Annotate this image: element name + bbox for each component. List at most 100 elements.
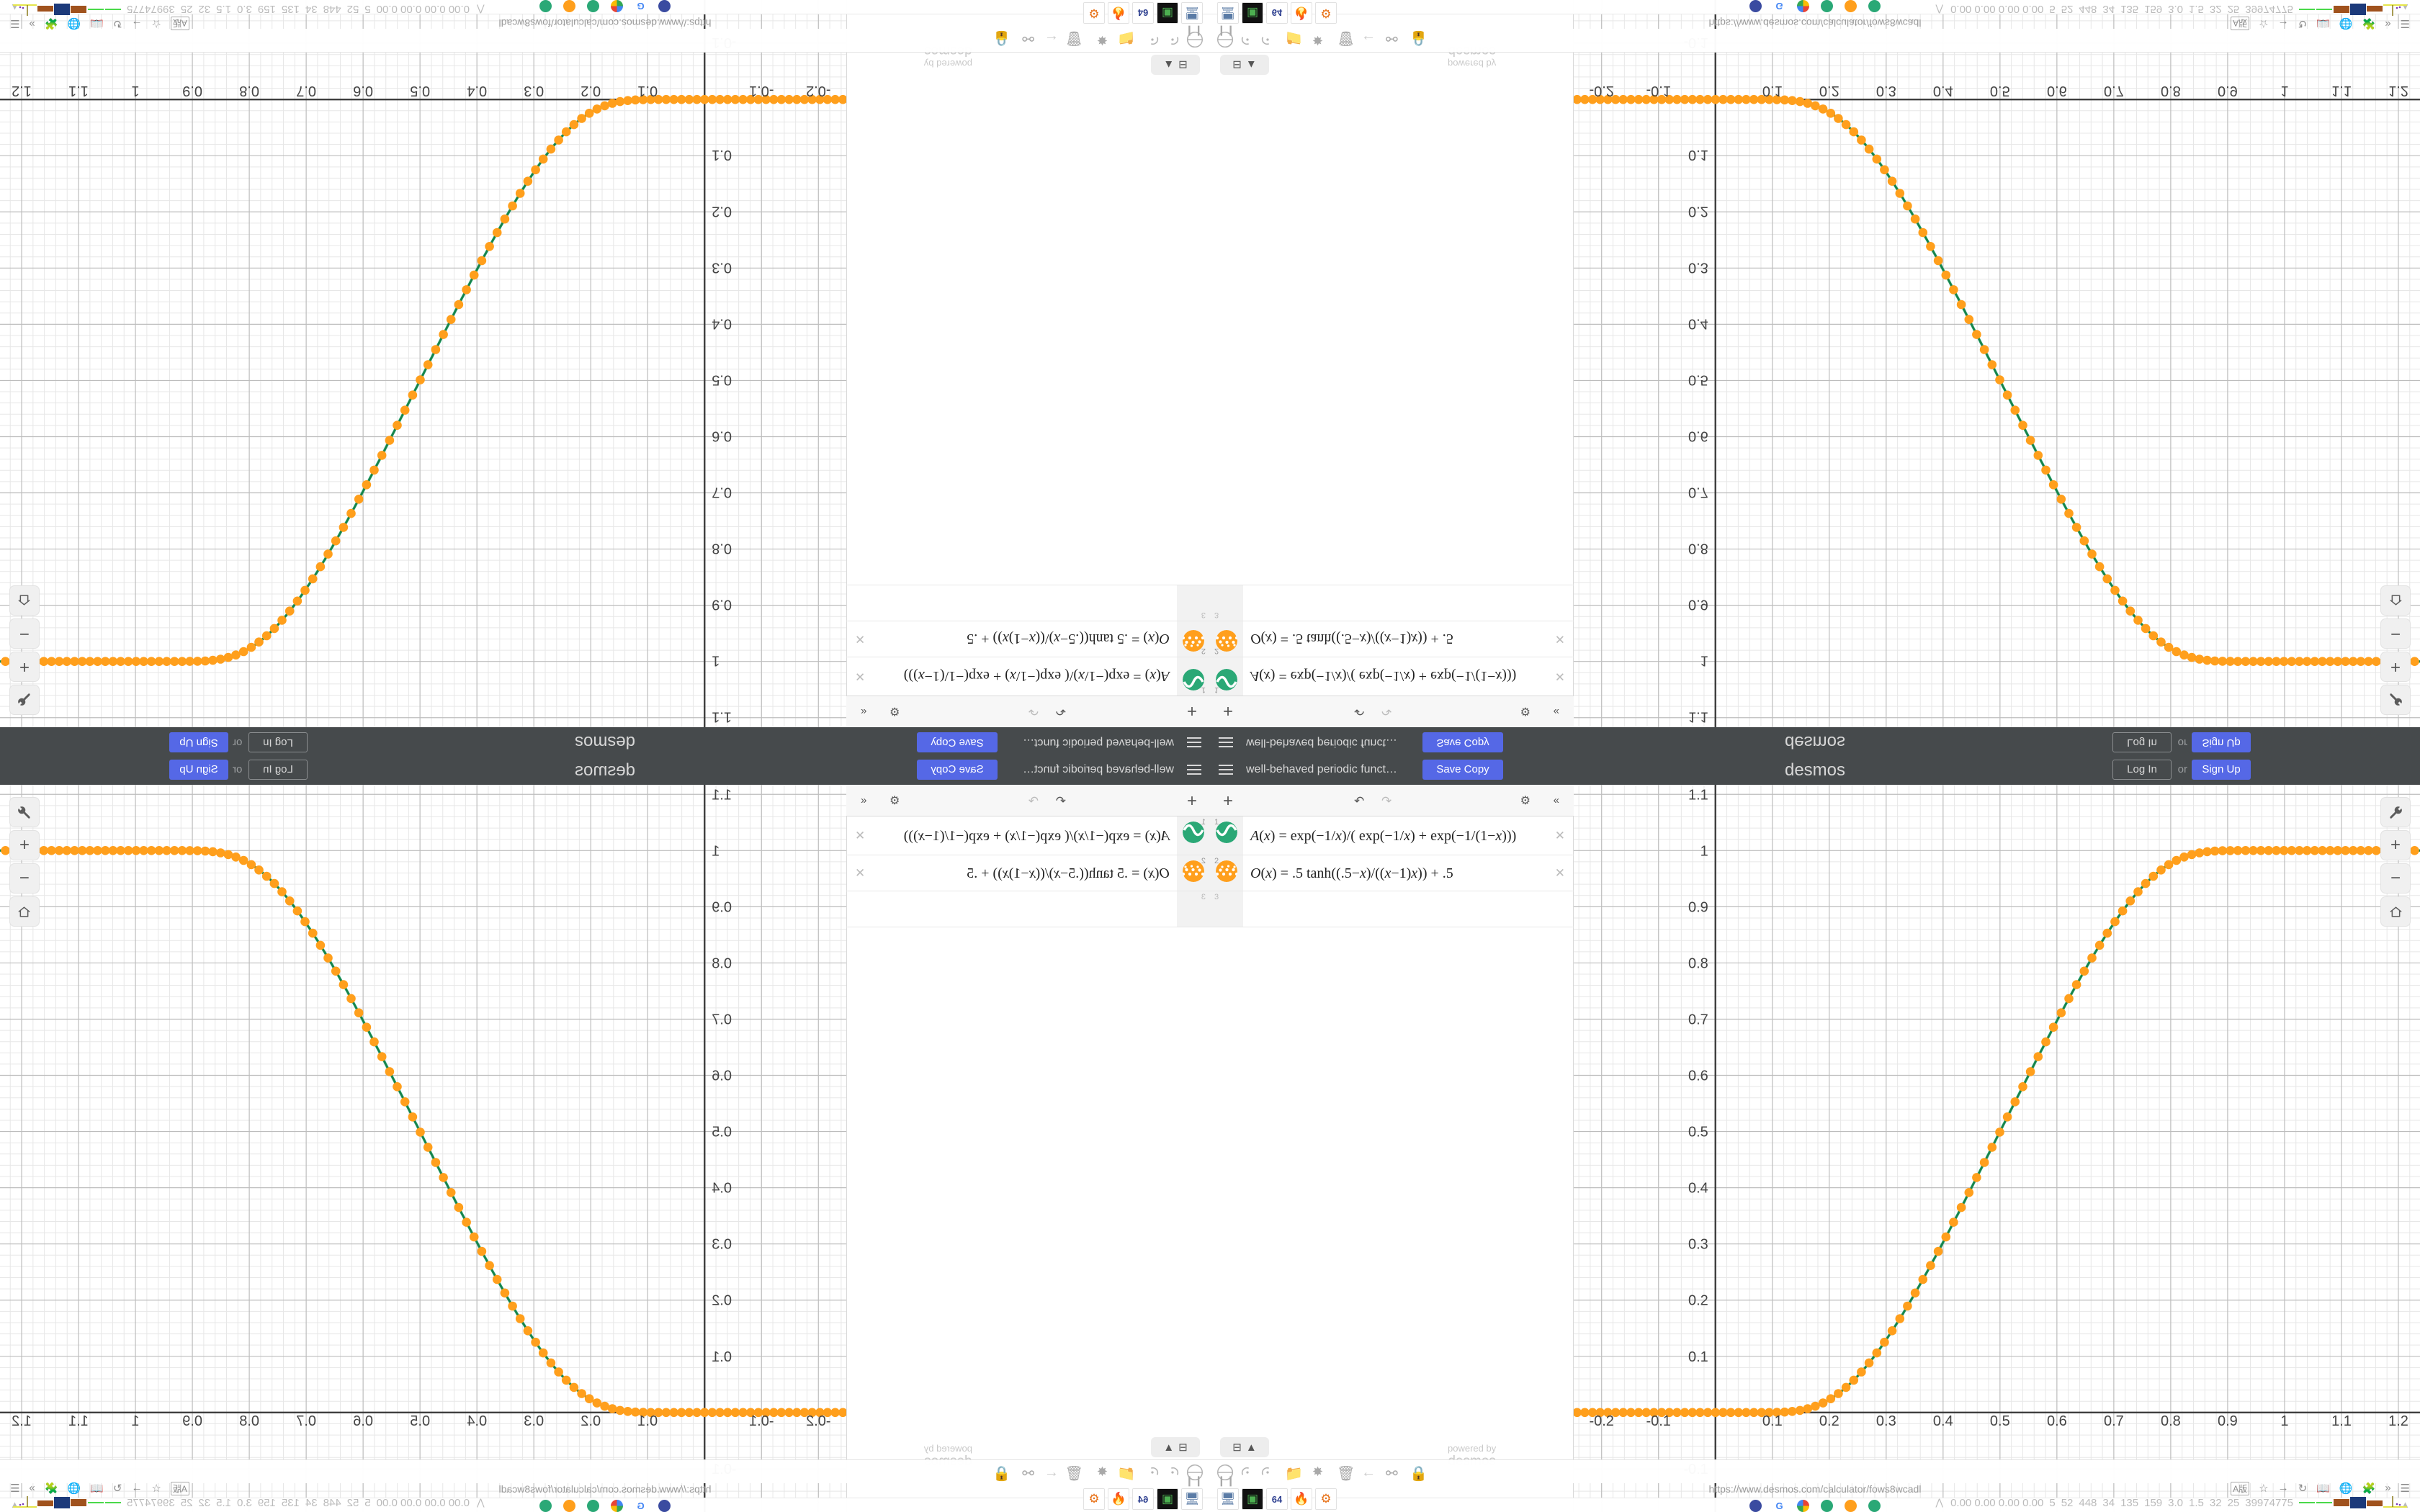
svg-text:0.3: 0.3: [1688, 1237, 1708, 1253]
svg-text:0.1: 0.1: [1688, 1349, 1708, 1365]
svg-text:0.8: 0.8: [239, 1413, 259, 1429]
svg-text:-0.2: -0.2: [806, 83, 830, 99]
svg-text:-0.1: -0.1: [1646, 1413, 1670, 1429]
svg-text:0.4: 0.4: [712, 1181, 732, 1197]
svg-text:0.5: 0.5: [1990, 1413, 2010, 1429]
svg-text:-0.1: -0.1: [749, 1413, 774, 1429]
svg-text:0.6: 0.6: [1688, 1068, 1708, 1084]
svg-text:1.1: 1.1: [1688, 709, 1708, 725]
svg-text:-0.1: -0.1: [749, 83, 774, 99]
svg-text:0.9: 0.9: [712, 597, 732, 613]
svg-text:0.4: 0.4: [1688, 315, 1708, 331]
svg-text:0.1: 0.1: [1762, 1413, 1783, 1429]
svg-text:0.9: 0.9: [2218, 83, 2238, 99]
svg-text:0.4: 0.4: [712, 315, 732, 331]
svg-text:-0.1: -0.1: [1646, 83, 1670, 99]
svg-text:0.6: 0.6: [2047, 1413, 2067, 1429]
svg-text:1.2: 1.2: [12, 1413, 32, 1429]
svg-text:0.2: 0.2: [1688, 1293, 1708, 1309]
svg-text:0.5: 0.5: [712, 1125, 732, 1140]
svg-text:1: 1: [1700, 653, 1708, 669]
svg-text:0.2: 0.2: [712, 203, 732, 219]
svg-text:0.8: 0.8: [1688, 541, 1708, 557]
svg-text:0.7: 0.7: [1688, 485, 1708, 500]
svg-text:1: 1: [2280, 1413, 2288, 1429]
svg-text:0.5: 0.5: [1688, 1125, 1708, 1140]
svg-text:1.1: 1.1: [68, 1413, 89, 1429]
svg-text:0.1: 0.1: [712, 147, 732, 163]
svg-text:0.8: 0.8: [2161, 1413, 2181, 1429]
svg-text:0.2: 0.2: [1688, 203, 1708, 219]
svg-text:1: 1: [2280, 83, 2288, 99]
svg-text:-0.2: -0.2: [1589, 83, 1613, 99]
svg-text:0.3: 0.3: [524, 83, 544, 99]
svg-text:-0.2: -0.2: [806, 1413, 830, 1429]
svg-text:1: 1: [132, 83, 140, 99]
svg-text:0.4: 0.4: [1933, 1413, 1953, 1429]
svg-text:0.2: 0.2: [581, 1413, 601, 1429]
svg-text:0.5: 0.5: [410, 1413, 430, 1429]
svg-text:0.8: 0.8: [2161, 83, 2181, 99]
svg-text:1.1: 1.1: [712, 787, 732, 803]
svg-text:0.1: 0.1: [637, 83, 658, 99]
svg-text:0.9: 0.9: [2218, 1413, 2238, 1429]
svg-text:0.4: 0.4: [467, 1413, 487, 1429]
svg-text:0.3: 0.3: [524, 1413, 544, 1429]
svg-text:0.9: 0.9: [1688, 597, 1708, 613]
svg-text:0.2: 0.2: [712, 1293, 732, 1309]
svg-text:0.6: 0.6: [712, 1068, 732, 1084]
svg-text:1.1: 1.1: [2331, 1413, 2352, 1429]
svg-text:0.2: 0.2: [1819, 83, 1839, 99]
svg-text:0.5: 0.5: [1990, 83, 2010, 99]
svg-text:1.1: 1.1: [2331, 83, 2352, 99]
svg-text:1.1: 1.1: [1688, 787, 1708, 803]
svg-text:0.5: 0.5: [410, 83, 430, 99]
svg-text:0.6: 0.6: [712, 428, 732, 444]
svg-text:0.8: 0.8: [1688, 955, 1708, 971]
svg-text:0.5: 0.5: [712, 372, 732, 387]
svg-text:0.8: 0.8: [239, 83, 259, 99]
svg-text:0.6: 0.6: [353, 83, 373, 99]
svg-text:0.7: 0.7: [296, 1413, 316, 1429]
svg-text:1.1: 1.1: [68, 83, 89, 99]
svg-text:0.3: 0.3: [712, 259, 732, 275]
svg-text:0.7: 0.7: [2104, 83, 2124, 99]
svg-text:0.7: 0.7: [1688, 1012, 1708, 1028]
svg-text:0.9: 0.9: [712, 899, 732, 915]
svg-text:0.6: 0.6: [2047, 83, 2067, 99]
svg-text:0.3: 0.3: [712, 1237, 732, 1253]
svg-text:0.6: 0.6: [1688, 428, 1708, 444]
svg-text:0.1: 0.1: [712, 1349, 732, 1365]
svg-text:0.2: 0.2: [1819, 1413, 1839, 1429]
svg-text:1.2: 1.2: [2388, 1413, 2408, 1429]
svg-text:0.1: 0.1: [1688, 147, 1708, 163]
svg-text:0.4: 0.4: [1688, 1181, 1708, 1197]
svg-text:-0.2: -0.2: [1589, 1413, 1613, 1429]
svg-text:1: 1: [132, 1413, 140, 1429]
svg-text:0.9: 0.9: [1688, 899, 1708, 915]
svg-text:0.2: 0.2: [581, 83, 601, 99]
svg-text:0.3: 0.3: [1688, 259, 1708, 275]
svg-text:0.8: 0.8: [712, 541, 732, 557]
svg-text:0.8: 0.8: [712, 955, 732, 971]
svg-text:0.4: 0.4: [1933, 83, 1953, 99]
svg-text:0.4: 0.4: [467, 83, 487, 99]
svg-text:1: 1: [1700, 843, 1708, 859]
svg-text:0.3: 0.3: [1876, 83, 1896, 99]
svg-text:1: 1: [712, 653, 720, 669]
svg-text:1: 1: [712, 843, 720, 859]
svg-text:1.2: 1.2: [12, 83, 32, 99]
svg-text:0.9: 0.9: [182, 1413, 202, 1429]
svg-text:1.1: 1.1: [712, 709, 732, 725]
svg-text:0.1: 0.1: [637, 1413, 658, 1429]
svg-text:0.7: 0.7: [712, 1012, 732, 1028]
svg-text:0.9: 0.9: [182, 83, 202, 99]
svg-text:0.1: 0.1: [1762, 83, 1783, 99]
svg-text:0.7: 0.7: [2104, 1413, 2124, 1429]
svg-text:1.2: 1.2: [2388, 83, 2408, 99]
svg-text:0.6: 0.6: [353, 1413, 373, 1429]
svg-text:0.7: 0.7: [296, 83, 316, 99]
svg-text:0.3: 0.3: [1876, 1413, 1896, 1429]
svg-text:0.5: 0.5: [1688, 372, 1708, 387]
svg-text:0.7: 0.7: [712, 485, 732, 500]
